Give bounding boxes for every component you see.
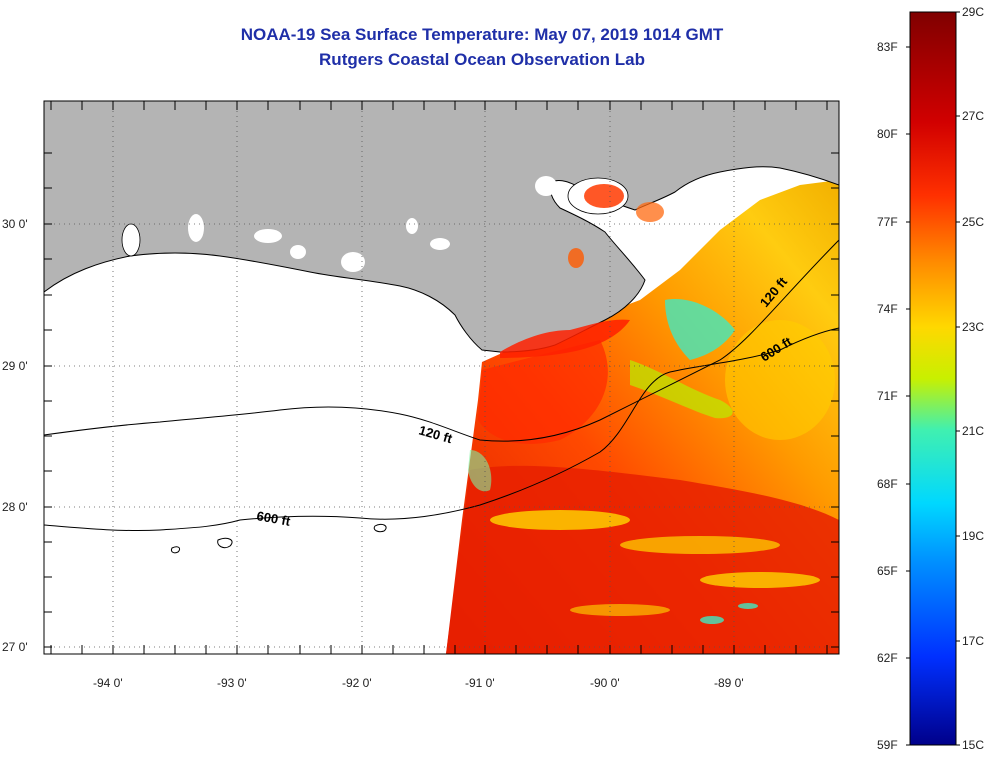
colorbar [909, 11, 957, 746]
lon-label: -91 0' [465, 676, 495, 690]
coastal-warm-water [500, 319, 630, 358]
sst-yellow-band [725, 320, 835, 440]
lake-sst [568, 248, 584, 268]
colorbar-f-label: 83F [877, 40, 898, 54]
lon-label: -90 0' [590, 676, 620, 690]
contour-600ft [44, 327, 839, 532]
grid [44, 101, 839, 654]
sst-cool-plume [665, 299, 735, 360]
colorbar-c-label: 19C [962, 529, 985, 543]
lat-label: 27 0' [2, 640, 28, 654]
contour-island [373, 523, 387, 533]
lon-label: -93 0' [217, 676, 247, 690]
contour-island [171, 546, 181, 554]
lat-label: 28 0' [2, 500, 28, 514]
contour-120ft [44, 239, 839, 442]
colorbar-f-label: 62F [877, 651, 898, 665]
bathymetry-contours [44, 239, 839, 554]
lake-sst [636, 202, 664, 222]
lake [341, 252, 365, 272]
colorbar-c-label: 17C [962, 634, 985, 648]
lake-pontchartrain-sst [584, 184, 624, 208]
colorbar-ticks [906, 11, 960, 746]
colorbar-f-label: 80F [877, 127, 898, 141]
sst-yellow-band [620, 536, 780, 554]
lon-label: -89 0' [714, 676, 744, 690]
colorbar-f-label: 65F [877, 564, 898, 578]
colorbar-c-label: 15C [962, 738, 985, 752]
lake [290, 245, 306, 259]
lake [121, 223, 141, 257]
sst-cool-spot [738, 603, 758, 609]
sst-yellow-band [700, 572, 820, 588]
sst-cool-plume [630, 360, 733, 419]
lon-label: -92 0' [342, 676, 372, 690]
sst-yellow-band [490, 510, 630, 530]
lake [188, 214, 204, 242]
colorbar-c-label: 29C [962, 5, 985, 19]
axis-ticks [44, 101, 839, 654]
contour-island [217, 537, 233, 549]
sst-yellow-band [570, 604, 670, 616]
colorbar-f-label: 71F [877, 389, 898, 403]
colorbar-f-label: 59F [877, 738, 898, 752]
colorbar-f-label: 74F [877, 302, 898, 316]
lat-label: 29 0' [2, 359, 28, 373]
colorbar-f-label: 68F [877, 477, 898, 491]
contour-label: 600 ft [255, 508, 292, 529]
colorbar-c-label: 27C [962, 109, 985, 123]
lake [535, 176, 557, 196]
land-mass [44, 101, 839, 353]
sst-cool-spot [700, 616, 724, 624]
map-subtitle: Rutgers Coastal Ocean Observation Lab [319, 50, 645, 69]
sst-warm-region [478, 340, 608, 444]
sst-cool-plume [468, 450, 492, 492]
lake [406, 218, 418, 234]
colorbar-f-label: 77F [877, 215, 898, 229]
colorbar-c-label: 21C [962, 424, 985, 438]
lon-label: -94 0' [93, 676, 123, 690]
lake [430, 238, 450, 250]
lat-label: 30 0' [2, 217, 28, 231]
lake [254, 229, 282, 243]
colorbar-c-label: 23C [962, 320, 985, 334]
map-title: NOAA-19 Sea Surface Temperature: May 07,… [240, 25, 724, 44]
colorbar-c-label: 25C [962, 215, 985, 229]
plot-frame [43, 100, 840, 655]
